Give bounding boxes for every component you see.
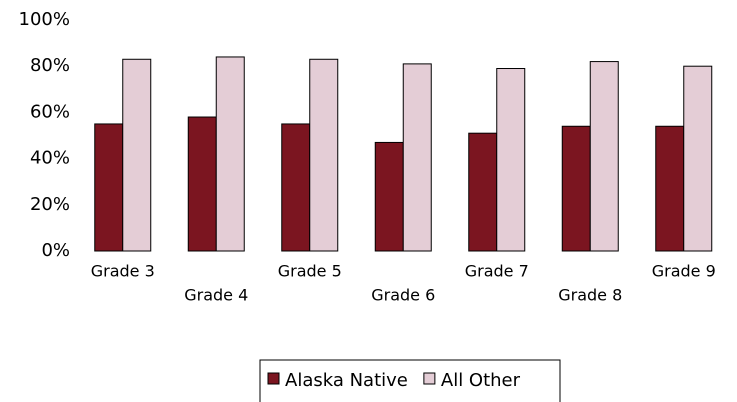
bar xyxy=(655,125,685,252)
y-tick-label: 20% xyxy=(30,194,70,215)
y-tick-label: 60% xyxy=(30,101,70,122)
bar xyxy=(468,132,498,252)
bar xyxy=(589,61,619,252)
x-tick-label: Grade 6 xyxy=(371,286,435,305)
bar xyxy=(215,56,245,252)
x-tick-label: Grade 3 xyxy=(91,262,155,281)
bar xyxy=(94,123,124,252)
x-tick-label: Grade 9 xyxy=(652,262,716,281)
x-tick-label: Grade 4 xyxy=(184,286,248,305)
y-tick-label: 100% xyxy=(19,9,70,30)
legend-label: Alaska Native xyxy=(285,370,408,391)
bar xyxy=(496,68,526,252)
bar xyxy=(122,58,152,252)
bar xyxy=(402,63,432,252)
legend-box xyxy=(259,359,561,402)
y-tick-label: 0% xyxy=(41,240,70,261)
x-tick-label: Grade 5 xyxy=(278,262,342,281)
bar xyxy=(187,116,217,252)
bar xyxy=(683,65,713,252)
legend-swatch xyxy=(267,372,280,385)
x-tick-label: Grade 7 xyxy=(465,262,529,281)
bar xyxy=(309,58,339,252)
x-tick-label: Grade 8 xyxy=(558,286,622,305)
bar xyxy=(374,141,404,252)
bar xyxy=(561,125,591,252)
bar xyxy=(281,123,311,252)
legend-swatch xyxy=(423,372,436,385)
y-tick-label: 40% xyxy=(30,148,70,169)
y-tick-label: 80% xyxy=(30,55,70,76)
legend-label: All Other xyxy=(441,370,521,391)
